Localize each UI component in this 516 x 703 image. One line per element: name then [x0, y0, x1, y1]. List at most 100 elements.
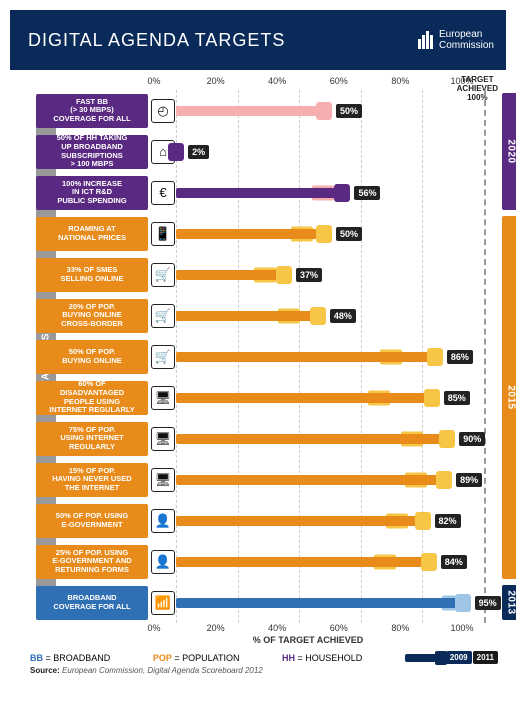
bar-track: 81%90% [176, 418, 484, 459]
axis-top: 0%20%40%60%80%100% [154, 76, 462, 90]
bar-primary [176, 516, 429, 526]
row-icon: ◴ [151, 99, 175, 123]
legend-hh: HH = HOUSEHOLD [282, 653, 362, 663]
axis-tick: 20% [207, 76, 225, 86]
bar-primary-value: 89% [456, 473, 482, 487]
ec-org-line1: European [439, 29, 494, 40]
year-tab: 2015 [502, 216, 516, 579]
bar-track: 76%82% [176, 500, 484, 541]
row-label: ROAMING ATNATIONAL PRICES [36, 217, 148, 251]
bar-primary [176, 475, 450, 485]
row-label: BROADBANDCOVERAGE FOR ALL [36, 586, 148, 620]
bar-primary [176, 393, 438, 403]
row-label: 15% OF POP.HAVING NEVER USEDTHE INTERNET [36, 463, 148, 497]
row-icon: 📶 [151, 591, 175, 615]
row-icon: 🛒 [151, 304, 175, 328]
bar-primary-value: 95% [475, 596, 501, 610]
row-icon: 👤 [151, 509, 175, 533]
year-tab: 2020 [502, 93, 516, 210]
legend-year-b: 2011 [473, 651, 498, 664]
chart-row: BROADBANDCOVERAGE FOR ALL📶94%95% [36, 582, 502, 623]
axis-tick: 40% [268, 76, 286, 86]
bar-track: 2% [176, 131, 484, 172]
bar-track: 82%89% [176, 459, 484, 500]
bar-primary-value: 50% [336, 104, 362, 118]
row-label: 75% OF POP.USING INTERNETREGULARLY [36, 422, 148, 456]
chart-row: 75% OF POP.USING INTERNETREGULARLY🖥81%90… [36, 418, 502, 459]
row-icon: 📱 [151, 222, 175, 246]
ec-logo: European Commission [418, 29, 494, 51]
chart-row: FAST BB(> 30 MBPS)COVERAGE FOR ALL◴ 50% [36, 90, 502, 131]
chart-row: 50% OF HH TAKINGUP BROADBANDSUBSCRIPTION… [36, 131, 502, 172]
year-tab: 2013 [502, 585, 516, 620]
bar-primary [176, 352, 441, 362]
axis-tick: 40% [268, 623, 286, 633]
bar-primary-value: 84% [441, 555, 467, 569]
chart-row: 20% OF POP.BUYING ONLINECROSS-BORDER🛒41%… [36, 295, 502, 336]
legend-bb-key: BB [30, 653, 43, 663]
ec-org-line2: Commission [439, 40, 494, 51]
chart-row: 60% OFDISADVANTAGEDPEOPLE USINGINTERNET … [36, 377, 502, 418]
bar-track: 70%85% [176, 377, 484, 418]
chart-row: 15% OF POP.HAVING NEVER USEDTHE INTERNET… [36, 459, 502, 500]
axis-tick: 20% [207, 623, 225, 633]
row-icon: 🖥 [151, 386, 175, 410]
chart-row: 100% INCREASEIN ICT R&DPUBLIC SPENDING€5… [36, 172, 502, 213]
legend-bb: BB = BROADBAND [30, 653, 110, 663]
rows-wrap: TARGETS FAST BB(> 30 MBPS)COVERAGE FOR A… [36, 90, 502, 623]
bar-track: 41%48% [176, 295, 484, 336]
axis-tick: 60% [330, 76, 348, 86]
chart-rows: FAST BB(> 30 MBPS)COVERAGE FOR ALL◴ 50% 50… [36, 90, 502, 623]
source-label: Source: [30, 666, 60, 675]
axis-tick: 80% [391, 76, 409, 86]
chart-row: 50% OF POP.BUYING ONLINE🛒74%86% [36, 336, 502, 377]
bar-track: 45%50% [176, 213, 484, 254]
chart-row: 50% OF POP. USINGE-GOVERNMENT👤76%82% [36, 500, 502, 541]
ec-flag-icon [418, 31, 433, 49]
bar-primary [176, 147, 182, 157]
bar-primary-value: 2% [188, 145, 209, 159]
legend-bar-icon [405, 654, 445, 662]
bar-primary-value: 56% [354, 186, 380, 200]
bar-primary-value: 90% [459, 432, 485, 446]
row-label: 60% OFDISADVANTAGEDPEOPLE USINGINTERNET … [36, 381, 148, 415]
bar-primary [176, 598, 469, 608]
row-label: 100% INCREASEIN ICT R&DPUBLIC SPENDING [36, 176, 148, 210]
bar-track: 52%56% [176, 172, 484, 213]
axis-tick: 60% [330, 623, 348, 633]
row-icon: 🛒 [151, 345, 175, 369]
row-label: FAST BB(> 30 MBPS)COVERAGE FOR ALL [36, 94, 148, 128]
row-icon: € [151, 181, 175, 205]
bar-track: 33%37% [176, 254, 484, 295]
axis-tick: 0% [147, 76, 160, 86]
bar-primary [176, 311, 324, 321]
row-icon: 🛒 [151, 263, 175, 287]
axis-tick: 80% [391, 623, 409, 633]
axis-tick: 0% [147, 623, 160, 633]
year-tab-label: 2013 [506, 590, 516, 614]
bar-primary [176, 229, 330, 239]
bar-track: 74%86% [176, 336, 484, 377]
bar-primary [176, 106, 330, 116]
row-label: 25% OF POP. USINGE-GOVERNMENT ANDRETURNI… [36, 545, 148, 579]
row-icon: 🖥 [151, 427, 175, 451]
legend-hh-val: = HOUSEHOLD [298, 653, 363, 663]
bar-primary-value: 48% [330, 309, 356, 323]
legend-pop-key: POP [153, 653, 172, 663]
row-icon: 👤 [151, 550, 175, 574]
bar-track: 94%95% [176, 582, 484, 623]
axis-tick: 100% [450, 623, 473, 633]
bar-primary-value: 37% [296, 268, 322, 282]
row-label: 50% OF POP.BUYING ONLINE [36, 340, 148, 374]
bar-primary-value: 82% [435, 514, 461, 528]
bar-primary-value: 50% [336, 227, 362, 241]
chart-row: ROAMING ATNATIONAL PRICES📱45%50% [36, 213, 502, 254]
bar-primary [176, 270, 290, 280]
legend-year-a: 2009 [446, 651, 472, 664]
legend-pop: POP = POPULATION [153, 653, 240, 663]
bar-primary [176, 188, 348, 198]
bar-track: 72%84% [176, 541, 484, 582]
page-title: DIGITAL AGENDA TARGETS [28, 30, 285, 51]
chart-area: 0% 20% 40% 60% 80% 100% TARGETS FAST BB(> 30 … [14, 76, 502, 645]
bar-primary-value: 85% [444, 391, 470, 405]
